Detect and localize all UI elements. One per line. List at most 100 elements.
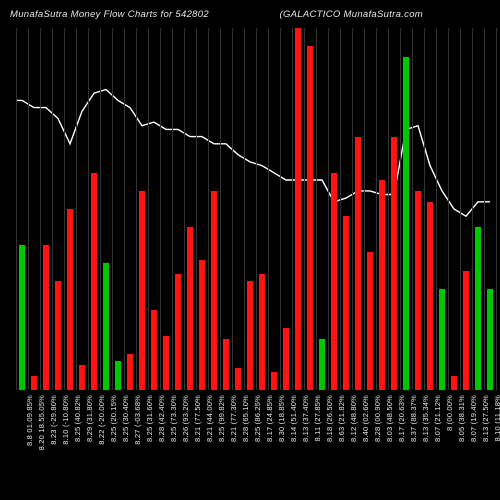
- grid-line: [28, 28, 29, 390]
- grid-line: [172, 28, 173, 390]
- x-axis-label: 8.28 (42.40%: [157, 395, 166, 442]
- chart-title: MunafaSutra Money Flow Charts for 542802…: [10, 9, 490, 20]
- bar: [475, 227, 482, 390]
- x-axis-label: 8.40 (02.60%: [361, 395, 370, 442]
- bar: [379, 180, 386, 390]
- bar: [451, 376, 458, 390]
- bar: [127, 354, 134, 390]
- bar: [199, 260, 206, 390]
- title-right: (GALACTICO MunafaSutra.com: [280, 9, 423, 20]
- grid-line: [340, 28, 341, 390]
- bar: [163, 336, 170, 390]
- x-axis-label: 8.10 (-10.80%: [61, 395, 70, 445]
- grid-line: [40, 28, 41, 390]
- bar: [55, 281, 62, 390]
- x-axis-label: 8.21 (44.00%: [205, 395, 214, 442]
- bar: [247, 281, 254, 390]
- grid-line: [16, 28, 17, 390]
- grid-line: [376, 28, 377, 390]
- x-axis-label: 8.17 (24.85%: [265, 395, 274, 442]
- grid-line: [100, 28, 101, 390]
- x-axis-label: 8.20 18.55.05%: [37, 395, 46, 450]
- bar: [151, 310, 158, 390]
- x-axis-label: 8.07 (21.12%: [433, 395, 442, 442]
- grid-line: [328, 28, 329, 390]
- x-axis-label: 8.17 (20.63%: [397, 395, 406, 442]
- x-axis-label: 8.25 (73.30%: [169, 395, 178, 442]
- grid-line: [256, 28, 257, 390]
- x-axis-label: 8.63 (21.82%: [337, 395, 346, 442]
- bar: [67, 209, 74, 390]
- x-axis-label: 8.14 (51.40%: [289, 395, 298, 442]
- x-axis-label: 8.21 (77.50%: [193, 395, 202, 442]
- grid-line: [184, 28, 185, 390]
- bar: [355, 137, 362, 390]
- x-axis-label: 8 (00.00%: [445, 395, 454, 431]
- grid-line: [448, 28, 449, 390]
- grid-line: [112, 28, 113, 390]
- title-left: MunafaSutra Money Flow Charts for 542802: [10, 9, 209, 20]
- grid-line: [232, 28, 233, 390]
- x-axis-label: 8.26 (93.20%: [181, 395, 190, 442]
- x-axis-label: 8.8 01.09.85%: [25, 395, 34, 446]
- bar: [331, 173, 338, 390]
- grid-line: [76, 28, 77, 390]
- title-spacer: [212, 9, 277, 20]
- x-axis-label: 8.05 (38.31%: [457, 395, 466, 442]
- bar: [391, 137, 398, 390]
- grid-line: [136, 28, 137, 390]
- grid-line: [268, 28, 269, 390]
- x-axis-label: 8.30 (18.85%: [277, 395, 286, 442]
- x-axis-labels: 8.8 01.09.85%8.20 18.55.05%8.23 (-29.80%…: [16, 395, 496, 495]
- grid-line: [148, 28, 149, 390]
- grid-line: [88, 28, 89, 390]
- bar: [223, 339, 230, 390]
- grid-line: [424, 28, 425, 390]
- grid-line: [412, 28, 413, 390]
- grid-line: [244, 28, 245, 390]
- x-axis-label: 8.25 (86.25%: [253, 395, 262, 442]
- grid-line: [124, 28, 125, 390]
- bar: [259, 274, 266, 390]
- chart-container: MunafaSutra Money Flow Charts for 542802…: [0, 0, 500, 500]
- bar: [211, 191, 218, 390]
- grid-line: [460, 28, 461, 390]
- bar: [283, 328, 290, 390]
- bar: [235, 368, 242, 390]
- bar: [43, 245, 50, 390]
- x-axis-label: 8.25 (20.15%: [109, 395, 118, 442]
- x-axis-label: 8.03 (48.50%: [385, 395, 394, 442]
- bar: [343, 216, 350, 390]
- grid-line: [400, 28, 401, 390]
- x-axis-label: 8.28 (00.90%: [373, 395, 382, 442]
- x-axis-label: 8.13 (35.34%: [421, 395, 430, 442]
- bar: [79, 365, 86, 390]
- x-axis-label: 8.25 (30.40%: [121, 395, 130, 442]
- grid-line: [352, 28, 353, 390]
- bar: [91, 173, 98, 390]
- x-axis-label: 8.12 (48.80%: [349, 395, 358, 442]
- grid-line: [64, 28, 65, 390]
- x-axis-label: 8.25 (40.82%: [73, 395, 82, 442]
- grid-line: [220, 28, 221, 390]
- bar: [19, 245, 26, 390]
- grid-line: [280, 28, 281, 390]
- grid-line: [364, 28, 365, 390]
- bar: [31, 376, 38, 390]
- grid-line: [388, 28, 389, 390]
- grid-line: [436, 28, 437, 390]
- x-axis-label: 8.13 (37.40%: [301, 395, 310, 442]
- x-axis-label: 8.13 (27.50%: [481, 395, 490, 442]
- x-axis-label: 8.25 (31.60%: [145, 395, 154, 442]
- bar: [103, 263, 110, 390]
- grid-line: [292, 28, 293, 390]
- grid-line: [496, 28, 497, 390]
- grid-line: [52, 28, 53, 390]
- x-axis-label: 8.23 (-29.80%: [49, 395, 58, 445]
- grid-line: [484, 28, 485, 390]
- chart-area: [16, 28, 496, 390]
- bar: [427, 202, 434, 390]
- bar: [403, 57, 410, 390]
- bar: [187, 227, 194, 390]
- grid-line: [304, 28, 305, 390]
